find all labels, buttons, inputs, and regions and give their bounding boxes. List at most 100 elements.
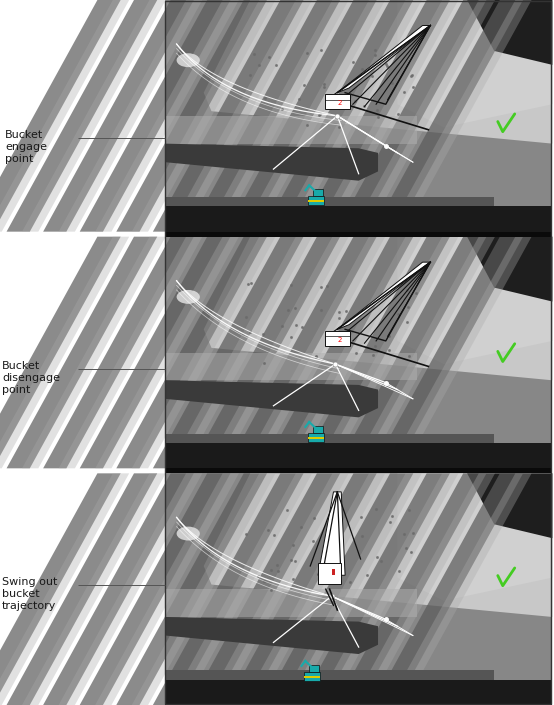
Bar [165, 206, 552, 232]
Polygon shape [22, 237, 166, 468]
Bar [165, 0, 552, 232]
Polygon shape [189, 473, 340, 705]
Polygon shape [132, 237, 275, 468]
Bar [165, 1, 551, 704]
Polygon shape [132, 0, 275, 232]
Polygon shape [351, 0, 495, 232]
Polygon shape [351, 237, 495, 468]
Polygon shape [116, 0, 267, 232]
Bar [304, 676, 320, 678]
Polygon shape [336, 237, 486, 468]
Polygon shape [336, 473, 486, 705]
Polygon shape [43, 237, 194, 468]
Polygon shape [153, 473, 304, 705]
Polygon shape [205, 237, 348, 468]
Bar [165, 434, 494, 443]
Bar [309, 665, 319, 672]
Polygon shape [59, 237, 202, 468]
Polygon shape [242, 0, 385, 232]
Polygon shape [263, 473, 413, 705]
Ellipse shape [177, 527, 200, 541]
Polygon shape [168, 0, 312, 232]
Text: 2: 2 [337, 100, 341, 106]
Polygon shape [7, 237, 157, 468]
Polygon shape [59, 0, 202, 232]
Polygon shape [226, 237, 377, 468]
Polygon shape [0, 237, 129, 468]
Polygon shape [315, 473, 458, 705]
Bar [308, 437, 324, 439]
Polygon shape [0, 237, 121, 468]
Polygon shape [226, 473, 377, 705]
Polygon shape [189, 0, 340, 232]
Polygon shape [165, 144, 378, 180]
Polygon shape [204, 473, 552, 617]
Polygon shape [59, 473, 202, 705]
Polygon shape [0, 473, 129, 705]
Polygon shape [467, 0, 552, 65]
Bar [331, 570, 335, 575]
Polygon shape [204, 237, 552, 380]
Polygon shape [242, 237, 385, 468]
Polygon shape [80, 473, 230, 705]
Bar [304, 672, 320, 680]
Bar [165, 232, 552, 237]
Ellipse shape [177, 290, 200, 304]
Polygon shape [132, 473, 275, 705]
Polygon shape [315, 237, 458, 468]
Polygon shape [467, 473, 552, 538]
Polygon shape [168, 237, 312, 468]
Polygon shape [263, 0, 413, 232]
Polygon shape [80, 237, 230, 468]
Polygon shape [397, 473, 552, 601]
Polygon shape [116, 237, 267, 468]
Text: 2: 2 [337, 337, 341, 343]
Polygon shape [95, 237, 239, 468]
Polygon shape [336, 0, 486, 232]
Polygon shape [80, 0, 230, 232]
Polygon shape [43, 0, 194, 232]
Polygon shape [299, 0, 450, 232]
Polygon shape [397, 237, 552, 364]
Ellipse shape [177, 54, 200, 67]
Polygon shape [318, 492, 345, 575]
Bar [313, 426, 323, 433]
Polygon shape [315, 0, 458, 232]
Bar [165, 670, 494, 680]
Bar [165, 237, 552, 468]
Bar [165, 680, 552, 705]
Polygon shape [299, 237, 450, 468]
Polygon shape [0, 473, 121, 705]
Polygon shape [337, 25, 430, 92]
Bar [308, 200, 324, 202]
Polygon shape [372, 473, 523, 705]
Polygon shape [116, 473, 267, 705]
Polygon shape [351, 473, 495, 705]
Text: Bucket
engage
point: Bucket engage point [5, 130, 47, 164]
Bar [308, 433, 324, 442]
Bar [165, 443, 552, 468]
Bar [325, 331, 350, 346]
Polygon shape [205, 473, 348, 705]
Polygon shape [168, 473, 312, 705]
Polygon shape [0, 0, 121, 232]
Polygon shape [388, 473, 532, 705]
Bar [165, 468, 552, 473]
Polygon shape [388, 0, 532, 232]
Polygon shape [397, 0, 552, 128]
Text: Swing out
bucket
trajectory: Swing out bucket trajectory [2, 577, 58, 611]
Bar [308, 196, 324, 205]
Bar [313, 189, 323, 196]
Polygon shape [0, 0, 129, 232]
Bar [318, 563, 341, 584]
Text: Bucket
disengage
point: Bucket disengage point [2, 361, 60, 395]
Polygon shape [278, 473, 422, 705]
Bar [325, 94, 350, 109]
Polygon shape [204, 0, 552, 144]
Polygon shape [165, 116, 417, 144]
Polygon shape [205, 0, 348, 232]
Polygon shape [165, 380, 378, 417]
Polygon shape [372, 237, 523, 468]
Polygon shape [242, 473, 385, 705]
Polygon shape [153, 237, 304, 468]
